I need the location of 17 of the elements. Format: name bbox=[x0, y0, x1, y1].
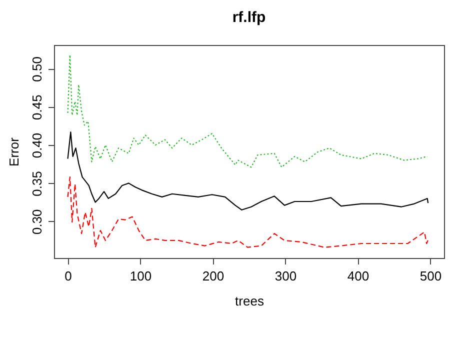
y-tick-label: 0.45 bbox=[30, 94, 44, 120]
line-series bbox=[67, 54, 428, 168]
x-tick-label: 200 bbox=[202, 268, 224, 284]
y-tick-label: 0.50 bbox=[30, 56, 44, 82]
x-tick-label: 300 bbox=[274, 268, 297, 284]
y-tick-label: 0.40 bbox=[30, 132, 44, 158]
x-tick-label: 500 bbox=[420, 268, 442, 284]
chart-title: rf.lfp bbox=[232, 9, 266, 26]
x-tick-label: 400 bbox=[347, 268, 370, 284]
line-series bbox=[67, 131, 429, 210]
x-axis-title: trees bbox=[235, 294, 264, 308]
y-tick-label: 0.30 bbox=[30, 209, 44, 235]
y-axis-title: Error bbox=[6, 136, 22, 166]
x-tick-label: 0 bbox=[64, 268, 72, 284]
x-tick-label: 100 bbox=[130, 268, 152, 284]
y-tick-label: 0.35 bbox=[30, 171, 44, 196]
line-series bbox=[67, 176, 430, 248]
